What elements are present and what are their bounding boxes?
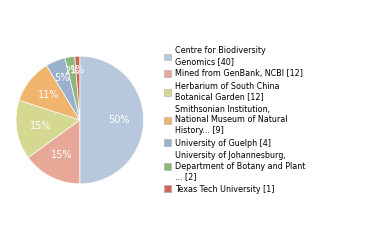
Text: 11%: 11% [38,90,59,101]
Wedge shape [46,58,80,120]
Legend: Centre for Biodiversity
Genomics [40], Mined from GenBank, NCBI [12], Herbarium : Centre for Biodiversity Genomics [40], M… [164,46,305,194]
Wedge shape [65,56,80,120]
Text: 2%: 2% [64,66,80,76]
Wedge shape [19,66,80,120]
Text: 50%: 50% [109,115,130,125]
Text: 15%: 15% [51,150,73,160]
Wedge shape [28,120,80,184]
Text: 1%: 1% [70,65,86,75]
Text: 5%: 5% [54,72,70,83]
Wedge shape [75,56,80,120]
Wedge shape [80,56,144,184]
Wedge shape [16,100,80,157]
Text: 15%: 15% [30,121,51,131]
